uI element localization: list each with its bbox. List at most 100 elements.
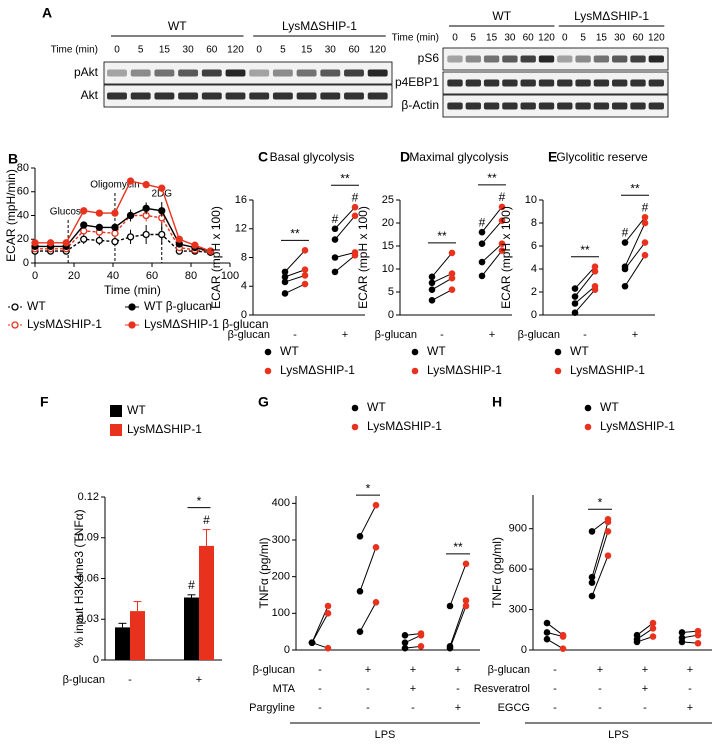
- dot: [428, 279, 436, 287]
- y-tick-label: 0: [284, 644, 290, 656]
- marker: [80, 221, 88, 229]
- marker: [111, 229, 119, 237]
- dot: [448, 270, 456, 277]
- time-value: 60: [523, 33, 535, 44]
- dot: [308, 639, 316, 646]
- dot: [428, 286, 436, 294]
- dot: [591, 282, 599, 290]
- blot-band: [630, 55, 646, 63]
- blot-band: [225, 92, 246, 100]
- marker: [95, 223, 103, 232]
- chart-title: Glycolitic reserve: [556, 150, 648, 164]
- row-label: β-glucan: [63, 674, 105, 686]
- row-value: +: [410, 683, 416, 695]
- pair-line: [284, 274, 306, 283]
- event-label: 2DG: [151, 189, 172, 200]
- blot-band: [465, 79, 481, 87]
- dot: [588, 573, 596, 581]
- marker: [158, 230, 166, 239]
- row-value: -: [411, 702, 415, 714]
- dot: [478, 240, 486, 247]
- blot-band: [320, 69, 341, 77]
- row-value: -: [688, 683, 692, 695]
- row-label: β-glucan: [228, 329, 270, 341]
- time-value: 15: [301, 45, 313, 56]
- blot-band: [296, 92, 317, 100]
- row-value: +: [687, 702, 693, 714]
- panel-label: G: [258, 394, 269, 410]
- y-tick-label: 0: [241, 309, 247, 321]
- legend-marker: [128, 303, 136, 311]
- marker: [142, 204, 150, 213]
- legend-marker: [351, 404, 359, 412]
- pair-line: [334, 206, 356, 230]
- blot-band: [447, 79, 463, 87]
- legend-marker: [554, 367, 562, 375]
- row-value: -: [553, 664, 557, 676]
- row-value: +: [642, 664, 648, 676]
- blot-band: [593, 79, 610, 87]
- legend-label: WT: [280, 344, 299, 358]
- blot-row-label: Akt: [81, 88, 99, 102]
- y-tick-label: 4: [241, 280, 247, 292]
- dot: [356, 588, 364, 595]
- pair-line: [359, 602, 377, 632]
- blot-band: [320, 92, 341, 100]
- blot-band: [520, 55, 536, 63]
- bar: [115, 627, 130, 660]
- row-value: +: [455, 702, 461, 714]
- marker: [80, 207, 88, 215]
- panel-label: E: [548, 149, 557, 165]
- legend-label: WT β-glucan: [144, 299, 212, 313]
- pair-line: [311, 613, 329, 643]
- y-tick-label: 8: [241, 251, 247, 263]
- significance-mark: #: [622, 226, 629, 240]
- legend-label: LysMΔSHIP-1: [367, 419, 442, 433]
- blot-band: [648, 79, 664, 87]
- row-value: +: [342, 329, 348, 341]
- row-label: β-glucan: [253, 664, 295, 676]
- marker: [95, 236, 103, 245]
- blot-band: [502, 102, 518, 110]
- pair-line: [574, 266, 596, 289]
- marker: [111, 223, 119, 232]
- row-value: -: [598, 702, 602, 714]
- marker: [142, 230, 150, 239]
- blot-band: [538, 102, 555, 110]
- row-label: β-glucan: [488, 664, 530, 676]
- blot-band: [612, 102, 628, 110]
- footer-label: LPS: [608, 729, 629, 741]
- marker: [80, 227, 88, 235]
- legend-marker: [411, 367, 419, 375]
- pair-line: [624, 216, 646, 243]
- y-tick-label: 12: [235, 223, 247, 235]
- significance-mark: **: [453, 540, 463, 554]
- group-label: WT: [492, 9, 511, 23]
- pair-line: [431, 277, 453, 291]
- dot: [401, 632, 409, 639]
- marker: [126, 233, 135, 241]
- y-tick-label: 0: [521, 644, 527, 656]
- blot-band: [648, 102, 664, 110]
- dot: [591, 268, 599, 275]
- dot: [356, 628, 364, 635]
- dot: [448, 274, 456, 282]
- legend-label: WT: [127, 403, 146, 417]
- y-tick-label: 200: [272, 571, 290, 583]
- y-tick-label: 10: [382, 263, 394, 275]
- significance-mark: #: [642, 200, 649, 214]
- marker: [111, 209, 119, 217]
- time-value: 30: [183, 45, 195, 56]
- row-value: +: [365, 664, 371, 676]
- time-value: 30: [614, 33, 626, 44]
- dot: [604, 528, 612, 535]
- pair-line: [591, 531, 609, 583]
- significance-mark: #: [499, 190, 506, 204]
- dot: [588, 579, 596, 586]
- dot: [649, 633, 657, 640]
- significance-mark: #: [332, 212, 339, 226]
- time-value: 120: [538, 33, 555, 44]
- dot: [301, 247, 309, 254]
- x-axis-label: Time (min): [104, 283, 161, 297]
